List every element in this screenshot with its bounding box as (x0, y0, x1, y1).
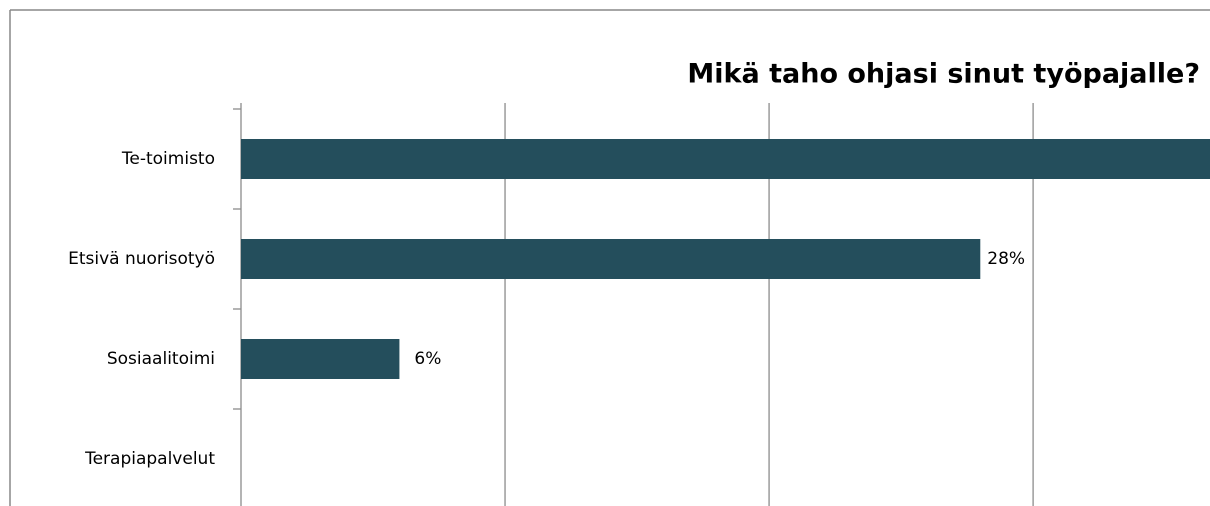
bar (241, 239, 981, 279)
category-label: Etsivä nuorisotyö (68, 249, 215, 269)
bar (241, 139, 1210, 179)
category-label: Te-toimisto (121, 149, 215, 169)
category-label: Terapiapalvelut (84, 449, 215, 469)
category-label: Sosiaalitoimi (107, 349, 215, 369)
value-label: 28% (987, 249, 1025, 269)
value-label: 6% (414, 349, 441, 369)
bar (241, 339, 400, 379)
chart-title: Mikä taho ohjasi sinut työpajalle? (687, 59, 1200, 90)
